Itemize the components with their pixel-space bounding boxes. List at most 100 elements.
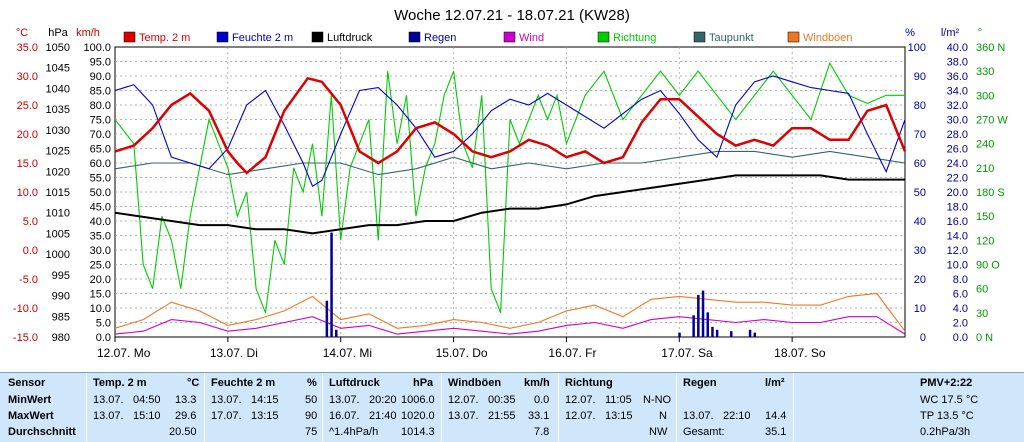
temp-axis-tick-label: -10.0 [13,303,38,315]
speed-axis-tick-label: 100.0 [83,42,111,54]
pmv-wc: WC 17.5 °C [920,394,979,406]
rain-bar [715,329,719,337]
humidity-max-date: 17.07. [211,410,242,422]
speed-axis-tick-label: 45.0 [90,202,111,214]
rain-bar [678,332,681,337]
series-windb-en [114,292,906,332]
rain-bar [325,300,329,337]
humidity-axis-tick-label: 60 [914,158,926,170]
direction-axis-tick-label: 330 [976,66,994,78]
humidity-unit: % [307,377,317,389]
direction-axis-tick-label: 0 N [976,332,993,344]
gusts-title: Windböen [448,377,502,389]
temp-min-date: 13.07. [93,394,124,406]
humidity-min: 50 [305,394,318,406]
pressure-trend: ^1.4hPa/h [329,426,379,438]
chart-axes: °C hPa km/h% l/m² ° 35.0 30.0 25.0 20.0 15.0 10.0 5… [13,27,1008,360]
x-tick-label: 13.07. Di [210,346,258,360]
rain-max-time: 22:10 [723,410,751,422]
rain-axis-tick-label: 38.0 [947,57,968,69]
humidity-axis-tick-label: 20 [914,274,926,286]
direction-max-date: 12.07. [565,410,596,422]
humidity-axis-tick-label: 40 [914,216,926,228]
temp-max: 29.6 [175,410,197,422]
pressure-axis-tick-label: 1040 [46,83,70,95]
temp-max-date: 13.07. [93,410,124,422]
temp-axis-tick-label: 25.0 [17,100,38,112]
chart-title: Woche 12.07.21 - 18.07.21 (KW28) [394,7,630,24]
humidity-axis-tick-label: 100 [908,42,926,54]
rain-axis-tick-label: 12.0 [947,245,968,257]
series-wind [114,316,906,335]
pressure-axis-tick-label: 1005 [46,228,70,240]
rain-axis-tick-label: 26.0 [947,144,968,156]
x-tick-label: 14.07. Mi [323,346,372,360]
pressure-axis-tick-label: 1045 [46,63,70,75]
pmv-tp: TP 13.5 °C [920,410,974,422]
pressure-min: 1006.0 [401,394,435,406]
temp-axis-tick-label: 30.0 [17,71,38,83]
humidity-max-time: 13:15 [251,410,279,422]
axis-unit-label: km/h [76,27,100,39]
speed-axis-tick-label: 80.0 [90,100,111,112]
legend-label: Taupunkt [709,32,754,44]
humidity-title: Feuchte 2 m [211,377,276,389]
speed-axis-tick-label: 90.0 [90,71,111,83]
weather-chart: Woche 12.07.21 - 18.07.21 (KW28) °C hPa km… [13,7,1008,360]
x-tick-label: 17.07. Sa [661,346,713,360]
axis-unit-label: ° [978,27,982,39]
speed-axis-tick-label: 70.0 [90,129,111,141]
axis-unit-label: °C [16,27,28,39]
legend-label: Luftdruck [327,32,373,44]
pressure-min-date: 13.07. [329,394,360,406]
rain-bar [753,332,757,337]
humidity-axis-tick-label: 70 [914,129,926,141]
legend-label: Windböen [803,32,853,44]
speed-axis-tick-label: 30.0 [90,245,111,257]
stats-pressure: Luftdruck hPa 13.07. 20:20 1006.0 16.07.… [323,373,441,442]
legend-label: Regen [424,32,456,44]
series-richtung [114,61,905,313]
direction-axis-tick-label: 360 N [976,42,1005,54]
speed-axis-tick-label: 40.0 [90,216,111,228]
speed-axis-tick-label: 60.0 [90,158,111,170]
pressure-axis-tick-label: 1010 [46,208,70,220]
pressure-axis-tick-label: 1030 [46,125,70,137]
direction-axis-tick-label: 240 [976,139,994,151]
direction-axis-tick-label: 300 [976,90,994,102]
stats-gusts: Windböen km/h 12.07. 00:35 0.0 13.07. 21… [442,373,558,442]
pmv-title: PMV+2:22 [920,377,973,389]
temp-axis-tick-label: 10.0 [17,187,38,199]
direction-min-date: 12.07. [565,394,596,406]
pressure-axis-tick-label: 1000 [46,249,70,261]
rain-axis-tick-label: 2.0 [953,318,968,330]
rain-bar [692,315,695,337]
rain-axis-tick-label: 4.0 [953,303,968,315]
pressure-axis-tick-label: 995 [52,270,70,282]
legend-swatch [597,31,610,43]
gusts-min-time: 00:35 [488,394,516,406]
legend-label: Temp. 2 m [139,32,190,44]
stats-direction: Richtung 12.07. 11:05 N-NO 12.07. 13:15 … [559,373,676,442]
chart-grid [114,46,906,338]
gusts-max-time: 21:55 [488,410,516,422]
pmv-trend: 0.2hPa/3h [920,426,971,438]
x-tick-label: 12.07. Mo [97,346,151,360]
rain-unit: l/m² [765,377,785,389]
row-label-max: MaxWert [8,410,54,422]
direction-min-time: 11:05 [605,394,632,406]
rain-axis-tick-label: 10.0 [947,260,968,272]
rain-max-date: 13.07. [683,410,714,422]
direction-axis-tick-label: 210 [976,163,994,175]
pressure-axis-tick-label: 990 [52,291,70,303]
rain-axis-tick-label: 30.0 [947,115,968,127]
speed-axis-tick-label: 75.0 [90,115,111,127]
gusts-unit: km/h [524,377,550,389]
rain-bar [748,329,752,337]
humidity-axis-tick-label: 30 [914,245,926,257]
legend-label: Wind [519,32,544,44]
pressure-unit: hPa [413,377,434,389]
stats-temp: Temp. 2 m °C 13.07. 04:50 13.3 13.07. 15… [87,373,204,442]
chart-series [114,61,907,337]
pressure-avg: 1014.3 [401,426,435,438]
